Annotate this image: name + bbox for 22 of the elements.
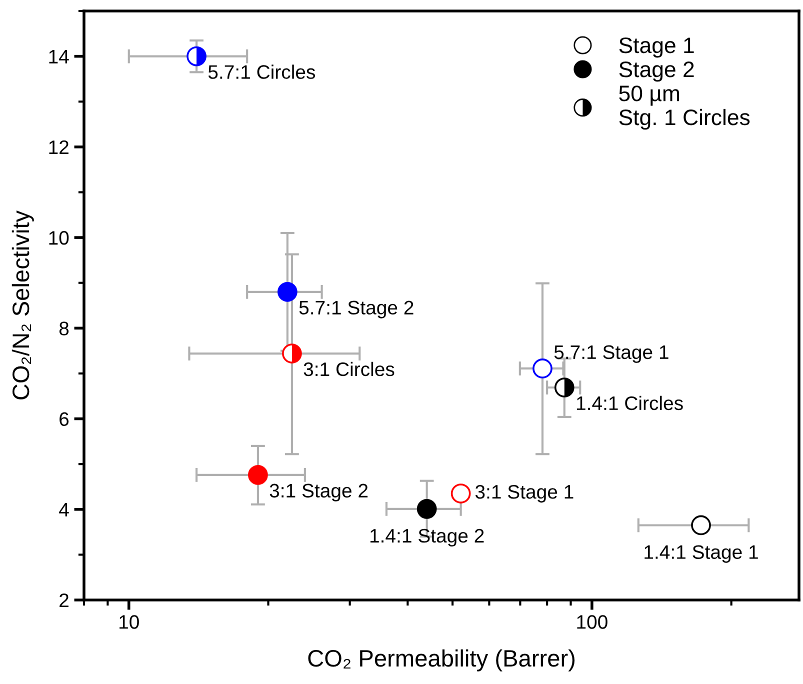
y-tick-label: 10 <box>49 231 69 245</box>
legend-label: Stage 1 <box>619 37 694 58</box>
annotation: 1.4:1 Stage 1 <box>644 545 758 563</box>
annotation: 3:1 Circles <box>304 362 394 376</box>
annotation: 5.7:1 Circles <box>208 64 316 79</box>
y-tick-label: 8 <box>59 322 69 336</box>
y-tick-label: 6 <box>60 412 69 426</box>
annotation: 1.4:1 Circles <box>576 396 683 410</box>
annotation: 5.7:1 Stage 2 <box>299 300 414 318</box>
x-axis-title: CO₂ Permeability (Barrer) <box>308 649 575 672</box>
y-tick-label: 12 <box>49 140 68 154</box>
y-tick-label: 2 <box>60 593 68 608</box>
annotation: 3:1 Stage 2 <box>270 484 368 502</box>
x-tick-label: 100 <box>577 615 608 629</box>
legend-label: Stage 2 <box>619 62 694 82</box>
y-tick-label: 14 <box>49 50 69 64</box>
y-tick-label: 4 <box>59 503 69 516</box>
annotation: 3:1 Stage 1 <box>475 484 574 503</box>
annotation: 1.4:1 Stage 2 <box>370 528 484 546</box>
y-axis-title: CO₂/N₂ Selectivity <box>12 210 34 400</box>
annotation: 5.7:1 Stage 1 <box>554 345 668 363</box>
legend-label: 50 µm Stg. 1 Circles <box>619 86 750 130</box>
